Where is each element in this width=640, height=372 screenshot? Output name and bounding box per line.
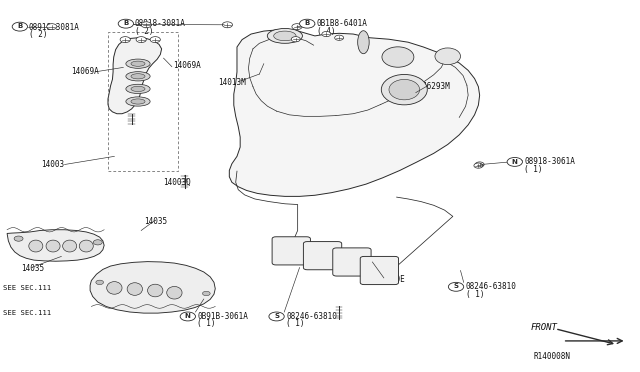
Circle shape	[12, 22, 28, 31]
Text: ( 2): ( 2)	[135, 26, 154, 36]
Circle shape	[141, 22, 152, 28]
Text: N: N	[185, 313, 191, 319]
Circle shape	[14, 236, 23, 241]
Text: 0B91B-3061A: 0B91B-3061A	[197, 312, 248, 321]
Ellipse shape	[435, 48, 461, 65]
Ellipse shape	[358, 31, 369, 54]
Polygon shape	[108, 38, 162, 114]
Polygon shape	[229, 30, 479, 196]
Text: 08918-3061A: 08918-3061A	[524, 157, 575, 166]
Text: S: S	[454, 283, 458, 289]
Text: S: S	[274, 313, 279, 319]
Ellipse shape	[63, 240, 77, 252]
Text: SEE SEC.111: SEE SEC.111	[3, 285, 51, 291]
Text: 08246-63810: 08246-63810	[466, 282, 516, 291]
Text: SEE SEC.111: SEE SEC.111	[3, 310, 51, 316]
Ellipse shape	[126, 84, 150, 93]
Ellipse shape	[131, 74, 145, 79]
Text: ( 1): ( 1)	[286, 320, 305, 328]
Ellipse shape	[131, 99, 145, 104]
Text: 14003: 14003	[41, 160, 64, 169]
FancyBboxPatch shape	[272, 237, 310, 265]
Text: R140008N: R140008N	[534, 352, 571, 361]
Ellipse shape	[382, 47, 414, 67]
Text: ( 1): ( 1)	[466, 290, 484, 299]
Circle shape	[300, 19, 315, 28]
Circle shape	[222, 22, 232, 28]
Circle shape	[47, 24, 57, 30]
Text: 14013M: 14013M	[218, 78, 246, 87]
Circle shape	[120, 37, 131, 42]
FancyBboxPatch shape	[303, 241, 342, 270]
Ellipse shape	[131, 61, 145, 66]
Circle shape	[136, 37, 147, 42]
Ellipse shape	[46, 240, 60, 252]
Ellipse shape	[127, 283, 143, 295]
Text: N: N	[512, 158, 518, 164]
Circle shape	[449, 282, 464, 291]
Circle shape	[96, 280, 104, 285]
Bar	[108, 32, 178, 171]
FancyBboxPatch shape	[360, 256, 399, 285]
Ellipse shape	[274, 31, 296, 41]
Text: 14040E: 14040E	[378, 275, 405, 284]
Text: FRONT: FRONT	[531, 323, 557, 332]
Text: 14069A: 14069A	[71, 67, 99, 76]
Ellipse shape	[389, 80, 420, 100]
Circle shape	[474, 163, 483, 168]
Text: 0B1B8-6401A: 0B1B8-6401A	[317, 19, 368, 28]
Circle shape	[118, 19, 134, 28]
Polygon shape	[90, 262, 215, 313]
Ellipse shape	[79, 240, 93, 252]
Circle shape	[180, 312, 195, 321]
FancyBboxPatch shape	[333, 248, 371, 276]
Text: 08918-3081A: 08918-3081A	[135, 19, 186, 28]
Circle shape	[507, 157, 522, 166]
Ellipse shape	[381, 74, 428, 105]
Ellipse shape	[126, 59, 150, 68]
Circle shape	[335, 35, 344, 40]
Circle shape	[202, 291, 210, 296]
Ellipse shape	[29, 240, 43, 252]
Circle shape	[292, 24, 302, 30]
Text: ( 2): ( 2)	[29, 30, 47, 39]
Ellipse shape	[107, 282, 122, 294]
Text: B: B	[17, 23, 22, 29]
Circle shape	[150, 37, 161, 42]
Ellipse shape	[167, 286, 182, 299]
Circle shape	[322, 32, 331, 37]
Text: B: B	[305, 20, 310, 26]
Ellipse shape	[131, 86, 145, 92]
Text: 14035: 14035	[145, 217, 168, 226]
Text: B: B	[124, 20, 129, 26]
Circle shape	[475, 162, 484, 167]
Ellipse shape	[126, 97, 150, 106]
Text: ( 4): ( 4)	[317, 26, 335, 36]
Text: 14069A: 14069A	[173, 61, 201, 70]
Circle shape	[93, 240, 102, 245]
Ellipse shape	[126, 72, 150, 81]
Text: 14003Q: 14003Q	[164, 178, 191, 187]
Text: 16293M: 16293M	[422, 82, 450, 91]
Text: 14035: 14035	[21, 264, 44, 273]
Ellipse shape	[268, 29, 303, 43]
Text: ( 1): ( 1)	[197, 320, 216, 328]
Circle shape	[291, 37, 300, 42]
Circle shape	[269, 312, 284, 321]
Text: 08246-63810: 08246-63810	[286, 312, 337, 321]
Polygon shape	[7, 230, 104, 261]
Text: ( 1): ( 1)	[524, 165, 543, 174]
Text: 08918-3081A: 08918-3081A	[29, 23, 79, 32]
Ellipse shape	[148, 284, 163, 297]
